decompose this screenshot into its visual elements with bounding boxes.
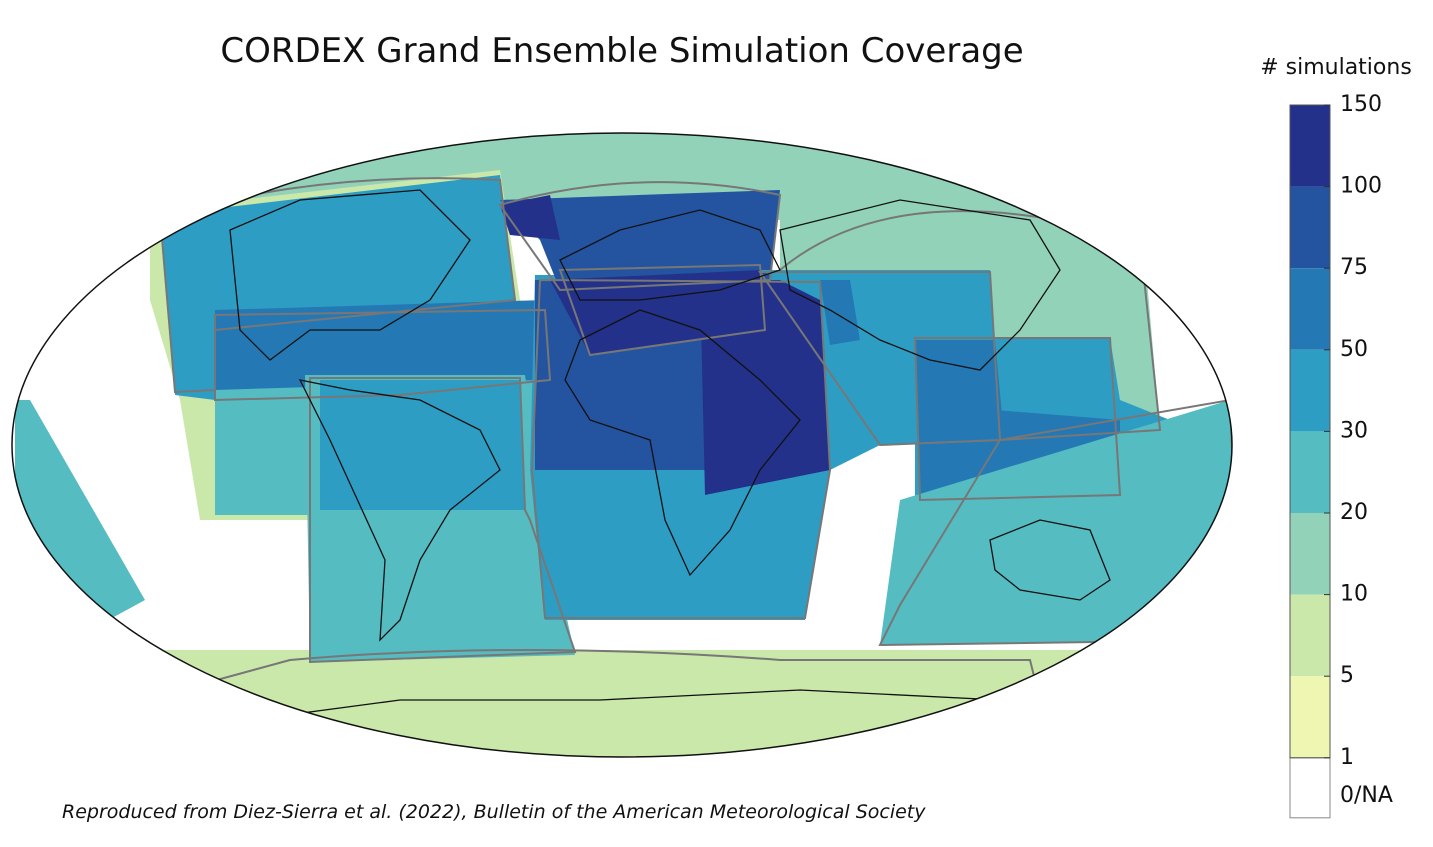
caption: Reproduced from Diez-Sierra et al. (2022… — [62, 801, 926, 823]
colorbar-label: 150 — [1340, 92, 1382, 117]
color-bin — [1290, 268, 1330, 350]
map-frame — [11, 132, 1233, 758]
color-bin — [1290, 349, 1330, 432]
color-bin — [1290, 431, 1330, 513]
colorbar-label: 10 — [1340, 582, 1368, 607]
color-bin — [1290, 513, 1330, 595]
color-bin — [1290, 594, 1330, 677]
colorbar-label: 1 — [1340, 745, 1354, 770]
na-bin — [1289, 757, 1331, 819]
colorbar-label: 30 — [1340, 418, 1368, 443]
map-title: CORDEX Grand Ensemble Simulation Coverag… — [220, 31, 1023, 71]
color-bin — [1290, 105, 1330, 187]
colorbar-label: 20 — [1340, 500, 1368, 525]
legend-title: # simulations — [1260, 55, 1412, 80]
colorbar-label: 100 — [1340, 174, 1382, 199]
color-bin — [1290, 186, 1330, 269]
colorbar-label: 50 — [1340, 337, 1368, 362]
colorbar: 150 100 75 50 30 20 10 5 1 0/NA — [1289, 92, 1393, 819]
na-label: 0/NA — [1340, 783, 1393, 808]
colorbar-label: 75 — [1340, 255, 1368, 280]
color-bin — [1290, 676, 1330, 758]
colorbar-label: 5 — [1340, 663, 1354, 688]
